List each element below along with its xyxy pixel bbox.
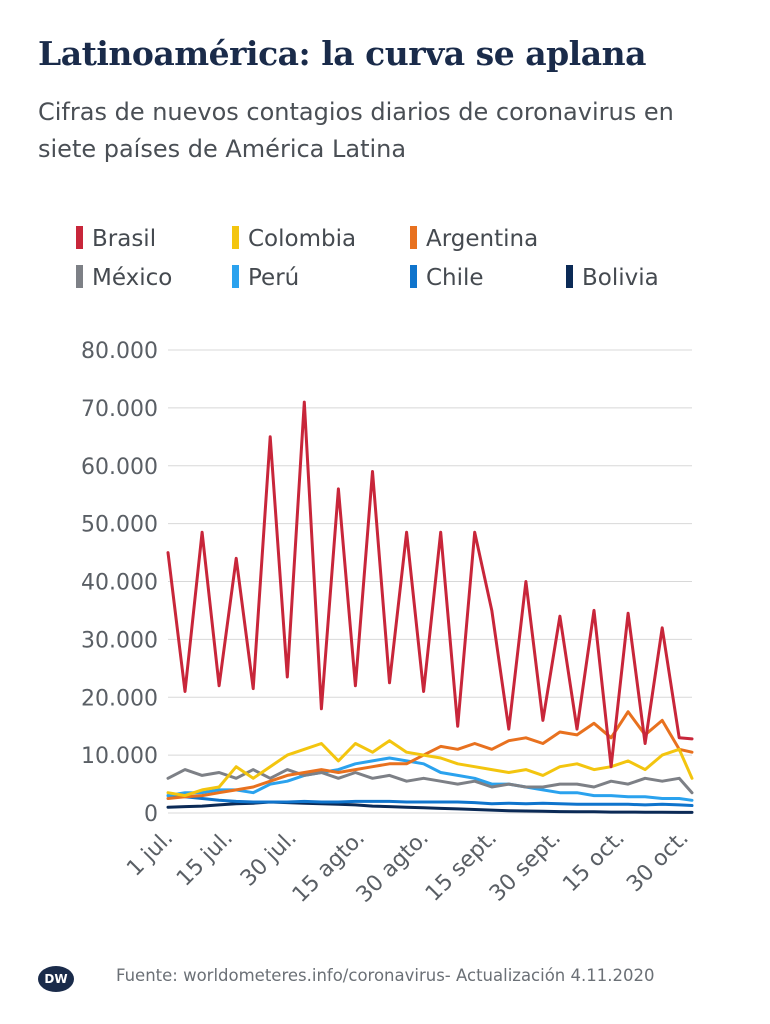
legend-swatch — [410, 265, 417, 288]
legend-swatch — [410, 226, 417, 249]
legend-label: Bolivia — [582, 265, 659, 291]
series-line-perú — [166, 756, 694, 802]
x-tick-label: 30 sept. — [485, 826, 566, 907]
series-line-chile — [166, 794, 694, 807]
y-tick-label: 20.000 — [81, 686, 158, 711]
legend-label: Brasil — [92, 226, 157, 252]
chart-title: Latinoamérica: la curva se aplana — [38, 34, 646, 73]
line-chart: 0 10.000 20.000 30.000 40.000 50.000 60.000 70.… — [81, 339, 694, 908]
legend-label: Colombia — [248, 226, 357, 252]
legend-item: Colombia — [232, 226, 356, 252]
x-tick-label: 15 oct. — [558, 826, 630, 898]
y-tick-label: 0 — [144, 802, 158, 827]
y-tick-label: 70.000 — [81, 397, 158, 422]
series-line-méxico — [166, 768, 694, 795]
x-tick-label: 30 oct. — [622, 826, 694, 898]
legend-item: Chile — [410, 265, 484, 291]
series-line-colombia — [166, 739, 694, 798]
legend-swatch — [76, 265, 83, 288]
y-tick-label: 60.000 — [81, 455, 158, 480]
chart-subtitle: Cifras de nuevos contagios diarios de co… — [38, 98, 674, 163]
legend-label: Argentina — [426, 226, 539, 252]
legend-swatch — [232, 226, 239, 249]
series-line-brasil — [166, 400, 694, 769]
y-tick-label: 80.000 — [81, 339, 158, 364]
y-tick-label: 40.000 — [81, 571, 158, 596]
legend-swatch — [232, 265, 239, 288]
y-tick-label: 30.000 — [81, 628, 158, 653]
legend-label: México — [92, 265, 173, 291]
source-note: Fuente: worldometeres.info/coronavirus- … — [116, 966, 655, 985]
dw-logo: DW — [38, 966, 74, 992]
legend-swatch — [566, 265, 573, 288]
legend-label: Chile — [426, 265, 484, 291]
x-tick-label: 1 jul. — [122, 826, 178, 882]
legend-label: Perú — [248, 265, 300, 291]
y-tick-label: 50.000 — [81, 513, 158, 538]
x-tick-label: 15 jul. — [172, 826, 238, 892]
legend-item: Brasil — [76, 226, 156, 252]
legend-item: Bolivia — [566, 265, 659, 291]
legend-item: México — [76, 265, 172, 291]
y-tick-label: 10.000 — [81, 744, 158, 769]
legend-item: Perú — [232, 265, 299, 291]
legend-swatch — [76, 226, 83, 249]
x-tick-label: 30 jul. — [236, 826, 302, 892]
legend-item: Argentina — [410, 226, 538, 252]
